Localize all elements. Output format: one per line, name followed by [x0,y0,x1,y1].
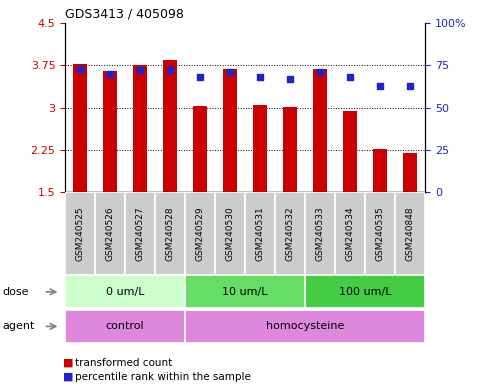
Text: homocysteine: homocysteine [266,321,344,331]
Point [406,83,414,89]
Bar [403,152,417,192]
Text: GSM240525: GSM240525 [76,206,85,261]
Point [106,71,114,77]
Point [166,67,174,73]
Bar [284,107,297,192]
Bar [275,192,305,275]
Bar [343,111,357,192]
Text: transformed count: transformed count [75,358,172,368]
Text: 0 um/L: 0 um/L [106,287,144,297]
Point [256,74,264,80]
Bar [365,192,395,275]
Point [346,74,354,80]
Point [226,69,234,75]
Bar [125,192,155,275]
Text: GDS3413 / 405098: GDS3413 / 405098 [65,7,184,20]
Bar [193,106,207,192]
Bar [155,192,185,275]
Bar [65,310,185,343]
Text: GSM240526: GSM240526 [106,206,114,261]
Text: GSM240532: GSM240532 [285,206,295,261]
Text: control: control [106,321,144,331]
Text: GSM240848: GSM240848 [406,206,414,261]
Bar [305,192,335,275]
Bar [185,275,305,308]
Bar [103,71,117,192]
Bar [373,149,387,192]
Point [136,67,144,73]
Text: GSM240529: GSM240529 [196,206,205,261]
Bar [395,192,425,275]
Bar [223,69,237,192]
Text: GSM240533: GSM240533 [315,206,325,261]
Text: GSM240528: GSM240528 [166,206,175,261]
Text: ■: ■ [63,358,73,368]
Bar [185,310,425,343]
Bar [185,192,215,275]
Point [76,66,84,72]
Text: GSM240530: GSM240530 [226,206,235,261]
Text: 100 um/L: 100 um/L [339,287,391,297]
Text: GSM240527: GSM240527 [136,206,145,261]
Bar [335,192,365,275]
Text: 10 um/L: 10 um/L [222,287,268,297]
Bar [95,192,125,275]
Bar [65,192,95,275]
Point [316,69,324,75]
Point [286,76,294,82]
Bar [305,275,425,308]
Bar [163,60,177,192]
Point [376,83,384,89]
Bar [133,65,147,192]
Bar [73,64,87,192]
Text: GSM240535: GSM240535 [376,206,384,261]
Bar [215,192,245,275]
Text: ■: ■ [63,372,73,382]
Text: percentile rank within the sample: percentile rank within the sample [75,372,251,382]
Text: GSM240534: GSM240534 [345,206,355,261]
Text: agent: agent [2,321,35,331]
Bar [245,192,275,275]
Bar [254,105,267,192]
Text: dose: dose [2,287,29,297]
Bar [313,69,327,192]
Point [196,74,204,80]
Text: GSM240531: GSM240531 [256,206,265,261]
Bar [65,275,185,308]
